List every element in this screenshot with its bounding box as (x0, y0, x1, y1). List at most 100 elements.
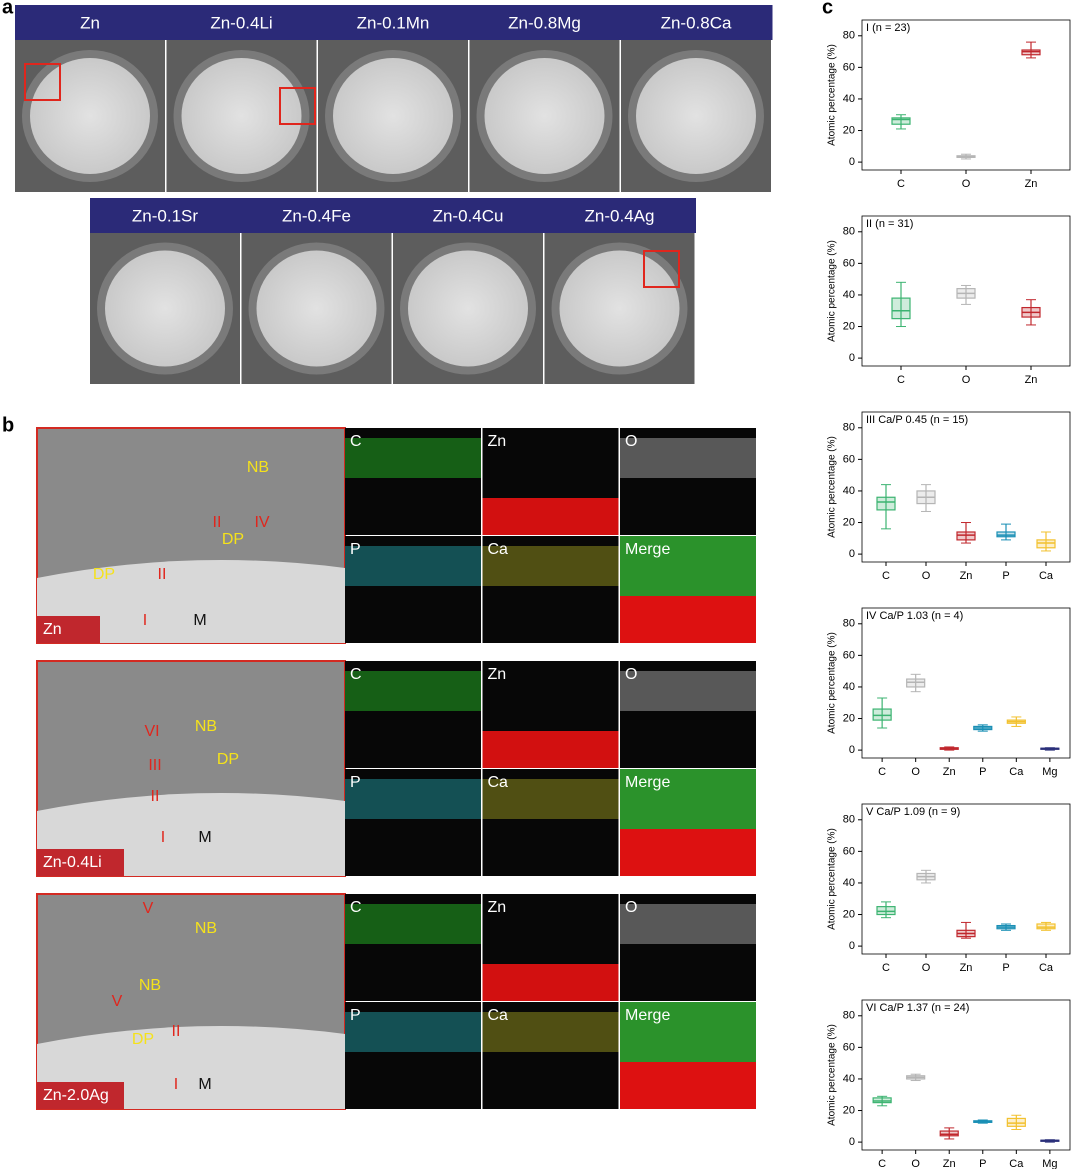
y-tick-label: 0 (849, 744, 855, 756)
image-title: Zn-0.4Cu (433, 206, 504, 225)
element-signal (620, 596, 756, 643)
y-tick-label: 40 (843, 681, 855, 693)
y-tick-label: 20 (843, 320, 855, 332)
image-title: Zn-0.4Fe (282, 206, 351, 225)
y-tick-label: 0 (849, 548, 855, 560)
element-signal (345, 779, 481, 819)
box (1021, 49, 1041, 56)
image-title: Zn-0.4Li (210, 13, 272, 32)
annotation: I (161, 829, 165, 846)
title-bar (318, 5, 470, 40)
box (939, 1130, 959, 1137)
box (956, 531, 976, 541)
image-title: Zn-0.1Sr (132, 206, 198, 225)
y-tick-label: 80 (843, 30, 855, 42)
annotation: NB (195, 920, 217, 937)
element-signal (620, 438, 756, 478)
annotation: M (198, 1076, 211, 1093)
y-tick-label: 40 (843, 1073, 855, 1085)
element-signal (345, 438, 481, 478)
box (891, 297, 911, 320)
y-tick-label: 40 (843, 93, 855, 105)
panel-label: b (2, 414, 14, 436)
y-tick-label: 20 (843, 124, 855, 136)
image-title: Zn-0.8Ca (661, 13, 732, 32)
image-title: Zn-0.8Mg (508, 13, 581, 32)
y-axis-label: Atomic percentage (%) (827, 1024, 838, 1126)
y-tick-label: 20 (843, 908, 855, 920)
element-signal (482, 731, 619, 768)
y-tick-label: 0 (849, 940, 855, 952)
chart-title: V Ca/P 1.09 (n = 9) (866, 806, 960, 818)
implant-disc (636, 58, 756, 174)
map-label: Zn (488, 899, 507, 916)
element-signal (482, 1012, 619, 1052)
x-tick-label: P (1002, 570, 1009, 582)
x-tick-label: O (962, 178, 971, 190)
annotation: DP (93, 566, 115, 583)
x-tick-label: Zn (943, 766, 956, 778)
box (872, 708, 892, 721)
title-bar (241, 198, 393, 233)
annotation: NB (195, 718, 217, 735)
roi-box (279, 87, 316, 125)
map-label: Merge (625, 774, 670, 791)
plot-frame (861, 607, 1071, 759)
title-bar (544, 198, 696, 233)
y-tick-label: 0 (849, 156, 855, 168)
map-label: O (625, 433, 637, 450)
box (1036, 923, 1056, 930)
x-tick-label: C (882, 962, 890, 974)
element-signal (345, 671, 481, 711)
x-tick-label: O (911, 766, 920, 778)
annotation: II (213, 514, 222, 531)
y-tick-label: 40 (843, 485, 855, 497)
sample-label: Zn (43, 621, 62, 638)
element-signal (482, 546, 619, 586)
annotation: DP (222, 531, 244, 548)
implant-disc (181, 58, 302, 174)
element-signal (482, 779, 619, 819)
x-tick-label: Zn (943, 1158, 956, 1169)
element-signal (482, 964, 619, 1001)
x-tick-label: Ca (1009, 1158, 1024, 1169)
box (1036, 539, 1056, 549)
box (906, 678, 926, 688)
annotation: M (193, 612, 206, 629)
y-tick-label: 0 (849, 352, 855, 364)
y-tick-label: 60 (843, 453, 855, 465)
element-signal (345, 904, 481, 944)
x-tick-label: C (882, 570, 890, 582)
x-tick-label: Ca (1039, 962, 1054, 974)
image-title: Zn-0.1Mn (357, 13, 430, 32)
y-tick-label: 80 (843, 422, 855, 434)
y-axis-label: Atomic percentage (%) (827, 44, 838, 146)
implant-disc (333, 58, 453, 174)
y-tick-label: 60 (843, 1041, 855, 1053)
x-tick-label: Zn (1025, 178, 1038, 190)
map-label: P (350, 541, 361, 558)
map-label: P (350, 774, 361, 791)
annotation: DP (132, 1031, 154, 1048)
panel-label: c (822, 0, 833, 18)
element-signal (620, 829, 756, 876)
x-tick-label: O (962, 374, 971, 386)
x-tick-label: C (878, 1158, 886, 1169)
implant-disc (256, 250, 377, 367)
annotation: I (143, 612, 147, 629)
x-tick-label: Zn (1025, 374, 1038, 386)
x-tick-label: C (878, 766, 886, 778)
title-bar (469, 5, 621, 40)
x-tick-label: O (911, 1158, 920, 1169)
sample-tag (37, 849, 124, 876)
y-tick-label: 60 (843, 257, 855, 269)
x-tick-label: O (922, 962, 931, 974)
box (1006, 1117, 1026, 1127)
annotation: DP (217, 751, 239, 768)
map-label: Ca (488, 541, 509, 558)
y-tick-label: 80 (843, 814, 855, 826)
x-tick-label: C (897, 374, 905, 386)
element-signal (620, 904, 756, 944)
element-signal (620, 1062, 756, 1109)
